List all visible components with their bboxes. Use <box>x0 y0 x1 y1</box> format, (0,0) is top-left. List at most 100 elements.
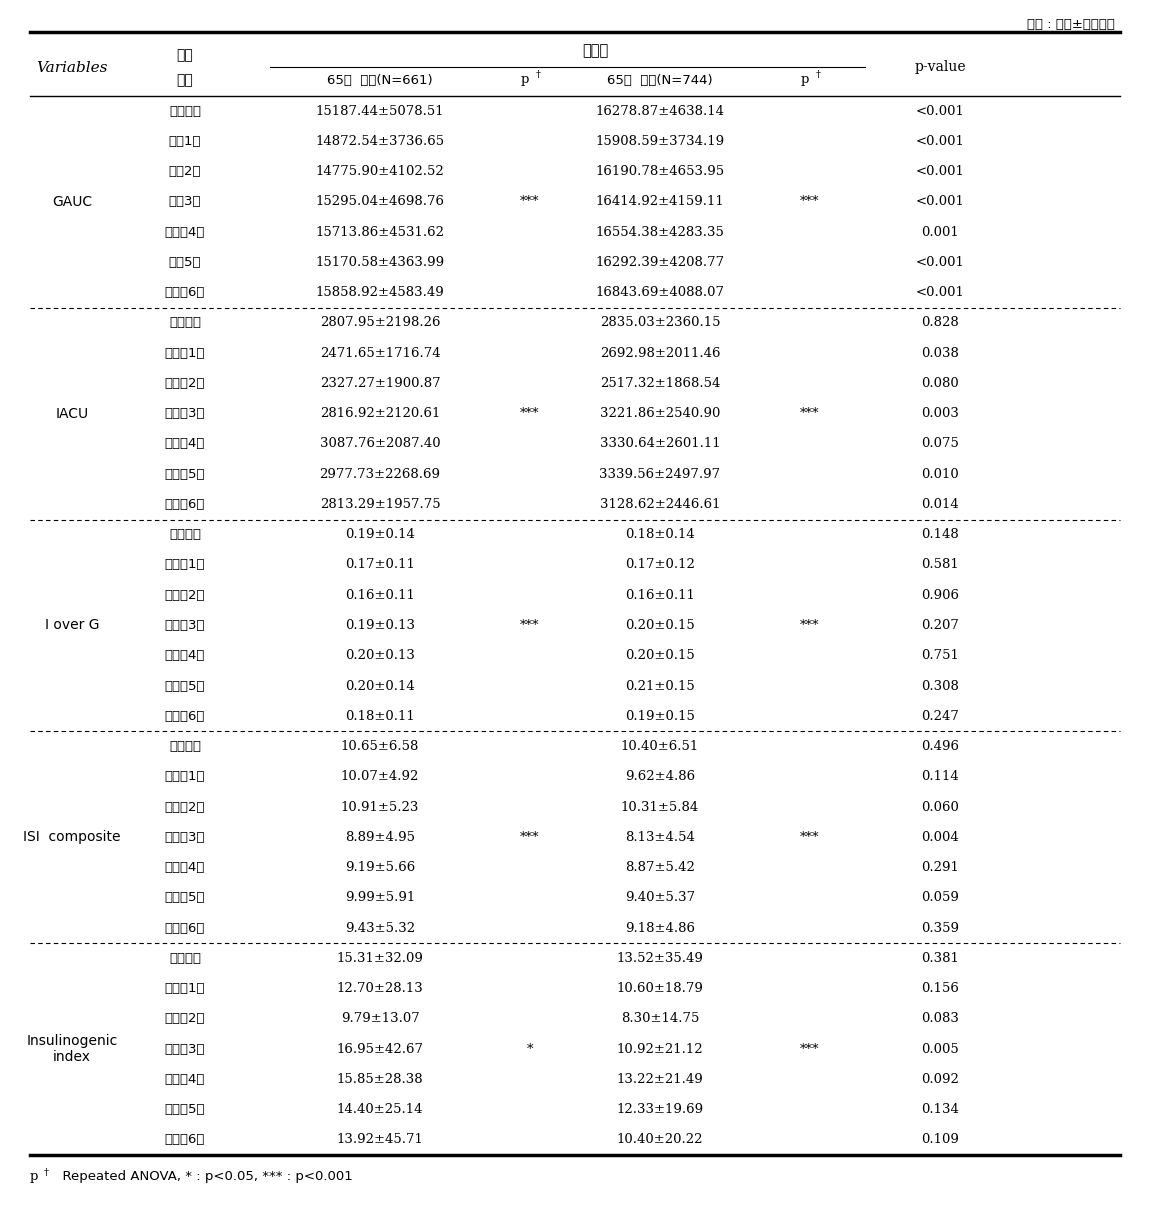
Text: <0.001: <0.001 <box>915 165 965 179</box>
Text: 16414.92±4159.11: 16414.92±4159.11 <box>596 196 724 209</box>
Text: 15295.04±4698.76: 15295.04±4698.76 <box>315 196 445 209</box>
Text: 추적싴4기: 추적싴4기 <box>164 226 205 238</box>
Text: 10.92±21.12: 10.92±21.12 <box>616 1042 704 1056</box>
Text: 3087.76±2087.40: 3087.76±2087.40 <box>320 437 440 451</box>
Text: 0.001: 0.001 <box>921 226 959 238</box>
Text: 16554.38±4283.35: 16554.38±4283.35 <box>596 226 724 238</box>
Text: 추적싴3기: 추적싴3기 <box>164 831 205 843</box>
Text: 기초검사: 기초검사 <box>169 740 201 753</box>
Text: 0.20±0.14: 0.20±0.14 <box>345 679 415 693</box>
Text: GAUC: GAUC <box>52 194 92 209</box>
Text: p: p <box>800 73 810 86</box>
Text: 2471.65±1716.74: 2471.65±1716.74 <box>320 346 440 360</box>
Text: 16.95±42.67: 16.95±42.67 <box>337 1042 423 1056</box>
Text: 추적싴6기: 추적싴6기 <box>164 287 205 299</box>
Text: 9.18±4.86: 9.18±4.86 <box>624 921 695 934</box>
Text: 0.038: 0.038 <box>921 346 959 360</box>
Text: 추적3기: 추적3기 <box>169 196 201 209</box>
Text: 0.17±0.12: 0.17±0.12 <box>626 559 695 571</box>
Text: 0.19±0.14: 0.19±0.14 <box>345 529 415 541</box>
Text: 추적싴2기: 추적싴2기 <box>164 377 205 390</box>
Text: 3330.64±2601.11: 3330.64±2601.11 <box>599 437 720 451</box>
Text: ***: *** <box>520 831 539 843</box>
Text: 0.291: 0.291 <box>921 861 959 874</box>
Text: 13.22±21.49: 13.22±21.49 <box>616 1073 704 1086</box>
Text: 0.059: 0.059 <box>921 892 959 904</box>
Text: 시기: 시기 <box>177 73 193 87</box>
Text: ***: *** <box>520 618 539 632</box>
Text: 15713.86±4531.62: 15713.86±4531.62 <box>315 226 445 238</box>
Text: Repeated ANOVA, * : p<0.05, *** : p<0.001: Repeated ANOVA, * : p<0.05, *** : p<0.00… <box>54 1170 353 1183</box>
Text: 0.19±0.13: 0.19±0.13 <box>345 618 415 632</box>
Text: 0.17±0.11: 0.17±0.11 <box>345 559 415 571</box>
Text: 추적싴6기: 추적싴6기 <box>164 498 205 512</box>
Text: p: p <box>521 73 529 86</box>
Text: 15.31±32.09: 15.31±32.09 <box>337 951 423 965</box>
Text: 추적싴1기: 추적싴1기 <box>164 770 205 784</box>
Text: 2977.73±2268.69: 2977.73±2268.69 <box>320 468 440 481</box>
Text: 3128.62±2446.61: 3128.62±2446.61 <box>600 498 720 512</box>
Text: 0.21±0.15: 0.21±0.15 <box>626 679 695 693</box>
Text: 연령군: 연령군 <box>582 44 608 58</box>
Text: 9.79±13.07: 9.79±13.07 <box>340 1012 420 1025</box>
Text: <0.001: <0.001 <box>915 256 965 269</box>
Text: ***: *** <box>520 407 539 420</box>
Text: 15858.92±4583.49: 15858.92±4583.49 <box>315 287 444 299</box>
Text: 추적싴5기: 추적싴5기 <box>164 468 205 481</box>
Text: <0.001: <0.001 <box>915 196 965 209</box>
Text: 65세  이상(N=744): 65세 이상(N=744) <box>607 73 713 86</box>
Text: 추적싴4기: 추적싴4기 <box>164 861 205 874</box>
Text: 기초검사: 기초검사 <box>169 951 201 965</box>
Text: 추적싴2기: 추적싴2기 <box>164 589 205 601</box>
Text: 0.003: 0.003 <box>921 407 959 420</box>
Text: †: † <box>815 70 820 79</box>
Text: 12.33±19.69: 12.33±19.69 <box>616 1103 704 1117</box>
Text: 0.381: 0.381 <box>921 951 959 965</box>
Text: 추적싴4기: 추적싴4기 <box>164 437 205 451</box>
Text: †: † <box>44 1169 49 1177</box>
Text: 단위 : 평균±표준편차: 단위 : 평균±표준편차 <box>1027 18 1116 32</box>
Text: ***: *** <box>800 618 820 632</box>
Text: 0.18±0.14: 0.18±0.14 <box>626 529 695 541</box>
Text: I over G: I over G <box>45 618 99 633</box>
Text: 2813.29±1957.75: 2813.29±1957.75 <box>320 498 440 512</box>
Text: <0.001: <0.001 <box>915 135 965 148</box>
Text: 추적싴1기: 추적싴1기 <box>164 559 205 571</box>
Text: 추적싴2기: 추적싴2기 <box>164 801 205 814</box>
Text: 2816.92±2120.61: 2816.92±2120.61 <box>320 407 440 420</box>
Text: 0.092: 0.092 <box>921 1073 959 1086</box>
Text: 16843.69±4088.07: 16843.69±4088.07 <box>596 287 724 299</box>
Text: 0.207: 0.207 <box>921 618 959 632</box>
Text: 추적1기: 추적1기 <box>169 135 201 148</box>
Text: †: † <box>536 70 540 79</box>
Text: 0.075: 0.075 <box>921 437 959 451</box>
Text: Variables: Variables <box>37 61 108 74</box>
Text: ***: *** <box>800 831 820 843</box>
Text: <0.001: <0.001 <box>915 287 965 299</box>
Text: 15.85±28.38: 15.85±28.38 <box>337 1073 423 1086</box>
Text: 0.114: 0.114 <box>921 770 959 784</box>
Text: 0.751: 0.751 <box>921 649 959 662</box>
Text: 10.91±5.23: 10.91±5.23 <box>340 801 420 814</box>
Text: 9.40±5.37: 9.40±5.37 <box>624 892 695 904</box>
Text: 0.828: 0.828 <box>921 316 959 329</box>
Text: 추적싴6기: 추적싴6기 <box>164 710 205 723</box>
Text: 15187.44±5078.51: 15187.44±5078.51 <box>316 104 444 118</box>
Text: 2807.95±2198.26: 2807.95±2198.26 <box>320 316 440 329</box>
Text: 13.52±35.49: 13.52±35.49 <box>616 951 704 965</box>
Text: 추적싴1기: 추적싴1기 <box>164 982 205 995</box>
Text: 0.005: 0.005 <box>921 1042 959 1056</box>
Text: 추적싴3기: 추적싴3기 <box>164 1042 205 1056</box>
Text: 8.87±5.42: 8.87±5.42 <box>626 861 695 874</box>
Text: 14872.54±3736.65: 14872.54±3736.65 <box>315 135 445 148</box>
Text: 10.40±6.51: 10.40±6.51 <box>621 740 699 753</box>
Text: 16190.78±4653.95: 16190.78±4653.95 <box>596 165 724 179</box>
Text: 추적싴3기: 추적싴3기 <box>164 407 205 420</box>
Text: 16292.39±4208.77: 16292.39±4208.77 <box>596 256 724 269</box>
Text: 추적싴4기: 추적싴4기 <box>164 1073 205 1086</box>
Text: 추적싴5기: 추적싴5기 <box>164 679 205 693</box>
Text: 0.148: 0.148 <box>921 529 959 541</box>
Text: 0.20±0.15: 0.20±0.15 <box>626 618 695 632</box>
Text: 0.247: 0.247 <box>921 710 959 723</box>
Text: p: p <box>30 1170 38 1183</box>
